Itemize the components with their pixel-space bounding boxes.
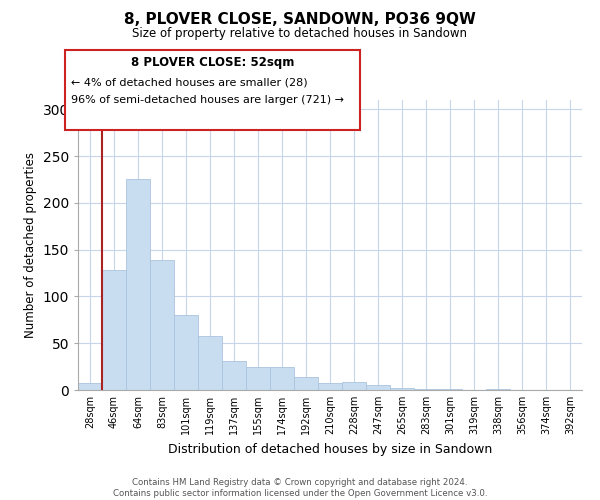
Bar [102, 270, 126, 390]
Bar [294, 377, 318, 390]
Bar [438, 389, 462, 390]
Bar [198, 336, 222, 390]
Text: 8, PLOVER CLOSE, SANDOWN, PO36 9QW: 8, PLOVER CLOSE, SANDOWN, PO36 9QW [124, 12, 476, 28]
Bar [150, 260, 174, 390]
Bar [342, 382, 366, 390]
X-axis label: Distribution of detached houses by size in Sandown: Distribution of detached houses by size … [168, 442, 492, 456]
Bar [486, 389, 510, 390]
Bar [246, 366, 270, 390]
Bar [174, 315, 198, 390]
Y-axis label: Number of detached properties: Number of detached properties [24, 152, 37, 338]
Bar [390, 388, 414, 390]
Bar [414, 389, 438, 390]
Text: Size of property relative to detached houses in Sandown: Size of property relative to detached ho… [133, 28, 467, 40]
Bar [78, 384, 102, 390]
Bar [318, 382, 342, 390]
Text: Contains HM Land Registry data © Crown copyright and database right 2024.
Contai: Contains HM Land Registry data © Crown c… [113, 478, 487, 498]
Text: 96% of semi-detached houses are larger (721) →: 96% of semi-detached houses are larger (… [71, 95, 344, 105]
Bar [270, 366, 294, 390]
Text: 8 PLOVER CLOSE: 52sqm: 8 PLOVER CLOSE: 52sqm [131, 56, 294, 69]
Text: ← 4% of detached houses are smaller (28): ← 4% of detached houses are smaller (28) [71, 78, 307, 88]
Bar [366, 386, 390, 390]
Bar [222, 361, 246, 390]
Bar [126, 178, 150, 390]
